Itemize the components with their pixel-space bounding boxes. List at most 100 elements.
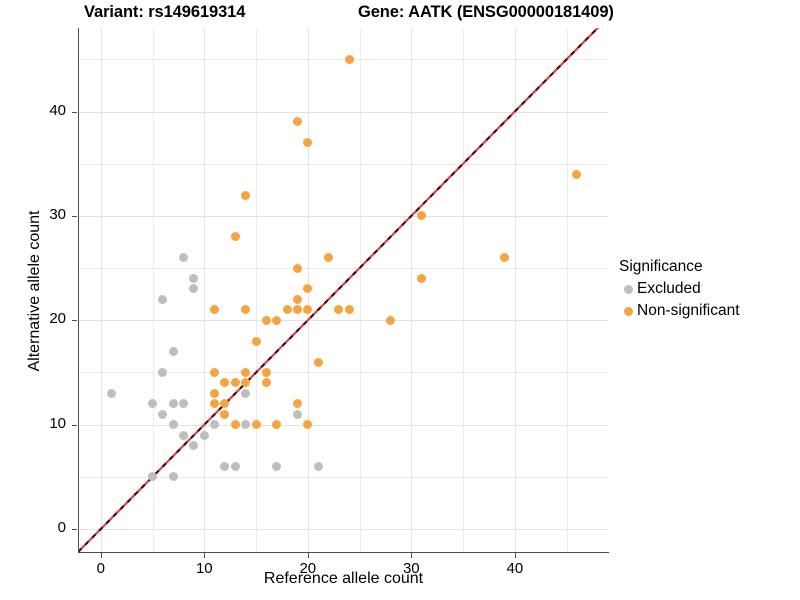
reference-line-identity-red [78, 28, 600, 552]
legend-item-label: Excluded [637, 280, 701, 297]
data-point [158, 294, 168, 304]
data-point [210, 388, 220, 398]
data-point [292, 117, 302, 127]
legend: Significance Excluded Non-significant [619, 258, 794, 322]
legend-item-label: Non-significant [637, 302, 740, 319]
legend-title: Significance [619, 258, 703, 275]
gridline-y-minor [78, 59, 608, 61]
reference-lines [78, 28, 600, 552]
legend-item-non-significant[interactable]: Non-significant [619, 300, 794, 322]
data-point [241, 190, 251, 200]
gridline-y-minor [78, 268, 608, 270]
x-tick-label: 0 [96, 560, 105, 577]
data-point [261, 378, 271, 388]
y-tick-label: 10 [49, 414, 66, 432]
data-point [168, 420, 178, 430]
data-point [334, 305, 344, 315]
gridline-x-major [514, 28, 516, 552]
y-tick-label: 40 [49, 101, 66, 119]
data-point [168, 399, 178, 409]
data-point [241, 378, 251, 388]
data-point [199, 430, 209, 440]
data-point [220, 461, 230, 471]
data-point [168, 472, 178, 482]
y-tick-mark [72, 111, 77, 113]
data-point [241, 388, 251, 398]
data-point [241, 305, 251, 315]
data-point [230, 461, 240, 471]
x-axis-label: Reference allele count [263, 570, 424, 587]
data-point [158, 409, 168, 419]
data-point [572, 169, 582, 179]
gridline-y-major [78, 320, 608, 322]
data-point [344, 54, 354, 64]
data-point [344, 305, 354, 315]
data-point [303, 138, 313, 148]
gridline-x-major [411, 28, 413, 552]
plot-panel [78, 28, 608, 552]
data-point [292, 305, 302, 315]
data-point [168, 347, 178, 357]
data-point [313, 461, 323, 471]
x-tick-label: 40 [506, 560, 524, 577]
y-tick-label: 20 [49, 310, 66, 328]
data-point [292, 409, 302, 419]
y-tick-label: 0 [57, 519, 66, 537]
x-tick-mark [307, 553, 309, 558]
gridline-x-minor [463, 28, 465, 552]
gene-title: Gene: AATK (ENSG00000181409) [358, 3, 614, 21]
legend-items: Excluded Non-significant [619, 278, 794, 322]
data-point [189, 274, 199, 284]
data-point [499, 253, 509, 263]
legend-item-excluded[interactable]: Excluded [619, 278, 794, 300]
gridline-x-minor [256, 28, 258, 552]
gridline-y-major [78, 424, 608, 426]
data-point [179, 253, 189, 263]
data-point [106, 388, 116, 398]
data-point [261, 367, 271, 377]
x-tick-mark [411, 553, 413, 558]
data-point [303, 420, 313, 430]
data-point [272, 461, 282, 471]
gridline-x-minor [566, 28, 568, 552]
x-tick-label: 30 [402, 560, 420, 577]
data-point [148, 399, 158, 409]
y-tick-mark [72, 424, 77, 426]
legend-swatch-icon [619, 300, 637, 322]
data-point [179, 399, 189, 409]
reference-line-identity-dark [78, 28, 600, 552]
data-point [272, 315, 282, 325]
data-point [417, 211, 427, 221]
data-point [292, 294, 302, 304]
data-point [230, 232, 240, 242]
data-point [292, 399, 302, 409]
y-tick-mark [72, 320, 77, 322]
data-point [220, 399, 230, 409]
data-point [220, 378, 230, 388]
data-point [324, 253, 333, 263]
x-tick-label: 10 [195, 560, 213, 577]
data-point [303, 284, 313, 294]
data-point [210, 420, 220, 430]
data-point [386, 315, 396, 325]
y-axis-line [78, 28, 79, 553]
y-tick-mark [72, 529, 77, 531]
y-axis-label: Alternative allele count [26, 210, 43, 372]
gridline-y-minor [78, 163, 608, 165]
data-point [417, 274, 427, 284]
x-tick-mark [204, 553, 206, 558]
y-tick-mark [72, 215, 77, 217]
data-point [303, 305, 313, 315]
data-point [251, 336, 261, 346]
data-point [210, 399, 220, 409]
gridline-x-major [100, 28, 102, 552]
gridline-y-major [78, 215, 608, 217]
data-point [282, 305, 292, 315]
data-point [158, 367, 168, 377]
data-point [179, 430, 189, 440]
data-point [241, 367, 251, 377]
gridline-y-major [78, 111, 608, 113]
data-point [148, 472, 158, 482]
x-axis-line [78, 552, 609, 553]
